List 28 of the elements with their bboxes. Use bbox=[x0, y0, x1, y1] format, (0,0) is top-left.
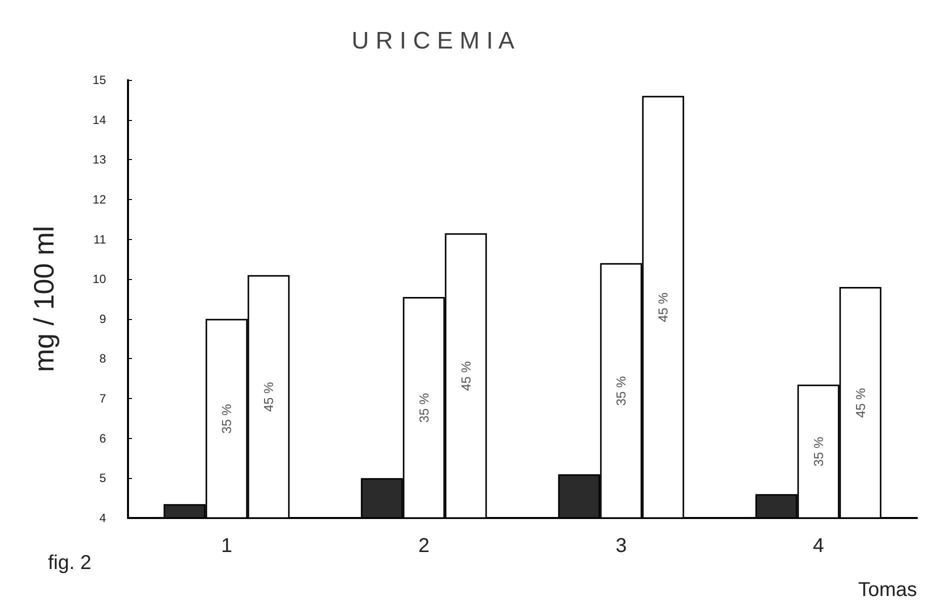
y-tick-label: 8 bbox=[99, 352, 106, 366]
caption: fig. 2 bbox=[48, 552, 92, 574]
y-tick-label: 13 bbox=[92, 152, 106, 167]
x-tick-label: 1 bbox=[221, 535, 232, 557]
series-label: 45 % bbox=[261, 382, 276, 412]
y-tick-label: 5 bbox=[99, 471, 106, 486]
text: 35 % bbox=[614, 376, 629, 406]
text: 35 % bbox=[416, 393, 432, 423]
text: 45 % bbox=[458, 361, 474, 391]
y-tick-label: 10 bbox=[92, 272, 106, 286]
x-tick-label: 4 bbox=[812, 535, 824, 557]
y-tick-label: 11 bbox=[94, 232, 106, 246]
y-tick-label: 4 bbox=[99, 511, 106, 525]
x-tick-label: 3 bbox=[616, 535, 627, 557]
y-axis-title: mg / 100 ml bbox=[28, 226, 60, 372]
y-tick-label: 9 bbox=[99, 312, 106, 326]
x-tick-label: 2 bbox=[418, 535, 430, 557]
y-tick-label: 7 bbox=[99, 392, 106, 406]
x-axis-title: Tomas bbox=[858, 579, 917, 601]
y-tick-label: 15 bbox=[92, 73, 106, 87]
y-tick-label: 12 bbox=[92, 192, 106, 206]
y-tick-label: 14 bbox=[92, 112, 106, 127]
text: 45 % bbox=[852, 388, 868, 418]
chart-title: U R I C E M I A bbox=[352, 28, 514, 54]
text: 45 % bbox=[656, 292, 671, 322]
text: 35 % bbox=[810, 436, 826, 466]
y-tick-label: 6 bbox=[99, 431, 106, 446]
series-label: 35 % bbox=[219, 404, 234, 434]
